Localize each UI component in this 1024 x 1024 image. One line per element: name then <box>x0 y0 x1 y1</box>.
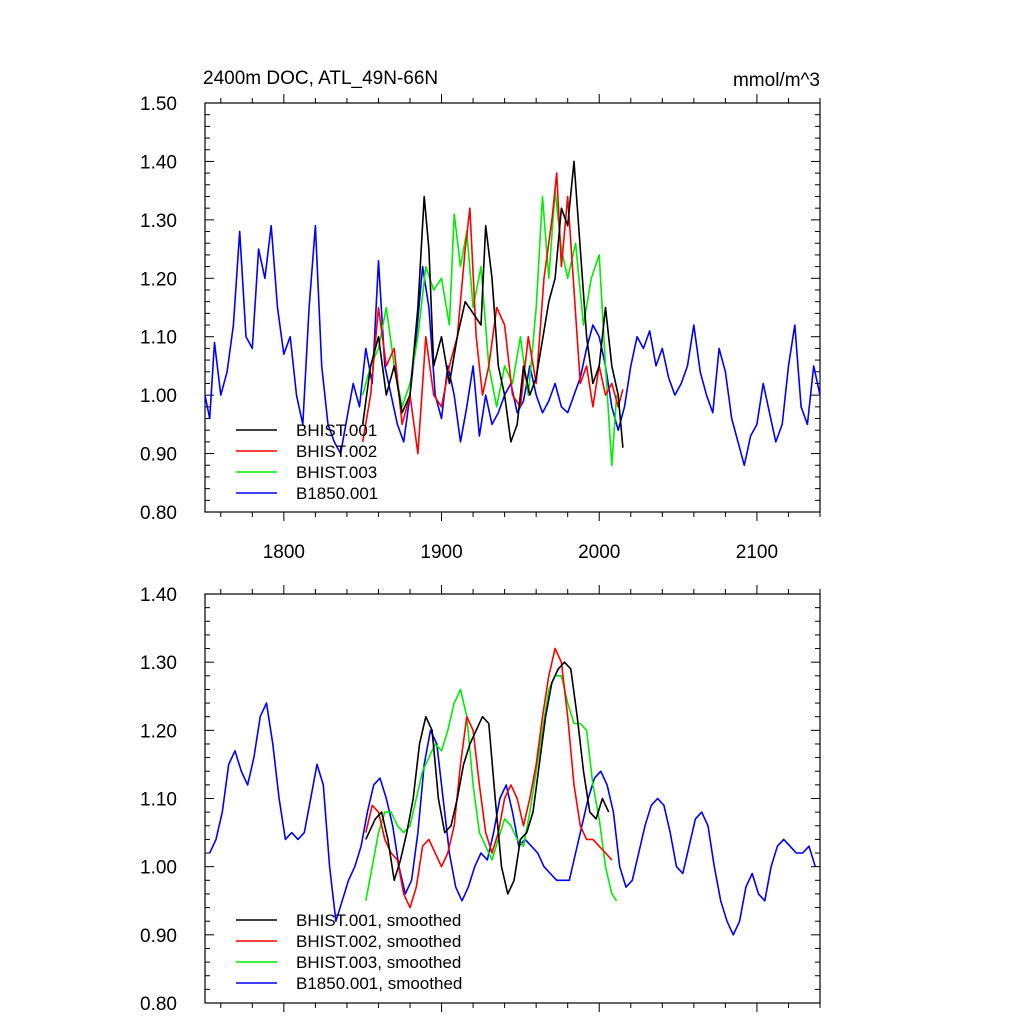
y-tick-label: 1.10 <box>140 328 177 349</box>
series-line-bhist-002-smoothed <box>365 647 613 909</box>
y-tick-label: 0.80 <box>140 994 177 1015</box>
y-tick-label: 1.10 <box>140 790 177 811</box>
y-tick-label: 1.20 <box>140 721 177 742</box>
x-tick-label: 2100 <box>736 542 778 563</box>
legend-label-b1850-001-smoothed: B1850.001, smoothed <box>296 974 462 993</box>
plot-frame <box>204 102 821 513</box>
legend-label-b1850-001: B1850.001 <box>296 484 378 503</box>
y-tick-label: 0.90 <box>140 445 177 466</box>
x-tick-label: 1800 <box>263 542 305 563</box>
y-tick-label: 1.40 <box>140 152 177 173</box>
series-line-b1850-001-smoothed <box>208 702 817 936</box>
y-tick-label: 1.20 <box>140 269 177 290</box>
y-tick-label: 0.80 <box>140 503 177 524</box>
y-tick-label: 0.90 <box>140 926 177 947</box>
y-tick-label: 1.40 <box>140 585 177 606</box>
legend-label-bhist-001-smoothed: BHIST.001, smoothed <box>296 911 461 930</box>
series-line-bhist-002 <box>361 172 624 455</box>
plot-title: 2400m DOC, ATL_49N-66N <box>203 68 438 89</box>
x-tick-label: 1900 <box>420 542 462 563</box>
units-label: mmol/m^3 <box>733 70 820 91</box>
legend-label-bhist-003-smoothed: BHIST.003, smoothed <box>296 953 461 972</box>
y-tick-label: 1.00 <box>140 858 177 879</box>
y-tick-label: 1.30 <box>140 211 177 232</box>
legend-label-bhist-002: BHIST.002 <box>296 442 377 461</box>
legend-label-bhist-001: BHIST.001 <box>296 421 377 440</box>
series-line-bhist-003-smoothed <box>365 675 618 902</box>
top-panel: 0.80 0.90 1.00 1.10 1.20 1.30 1.40 1.50 1800 1900… <box>140 94 821 563</box>
x-tick-label: 2000 <box>578 542 620 563</box>
series-line-bhist-001-smoothed <box>365 661 610 895</box>
y-tick-label: 1.00 <box>140 386 177 407</box>
bottom-panel: 0.80 0.90 1.00 1.10 1.20 1.30 1.40 BHIST.001, s… <box>140 585 821 1015</box>
legend-label-bhist-003: BHIST.003 <box>296 463 377 482</box>
y-tick-label: 1.50 <box>140 94 177 115</box>
legend-label-bhist-002-smoothed: BHIST.002, smoothed <box>296 932 461 951</box>
y-tick-label: 1.30 <box>140 653 177 674</box>
series-line-bhist-001 <box>361 160 624 448</box>
series-line-bhist-003 <box>361 189 618 467</box>
